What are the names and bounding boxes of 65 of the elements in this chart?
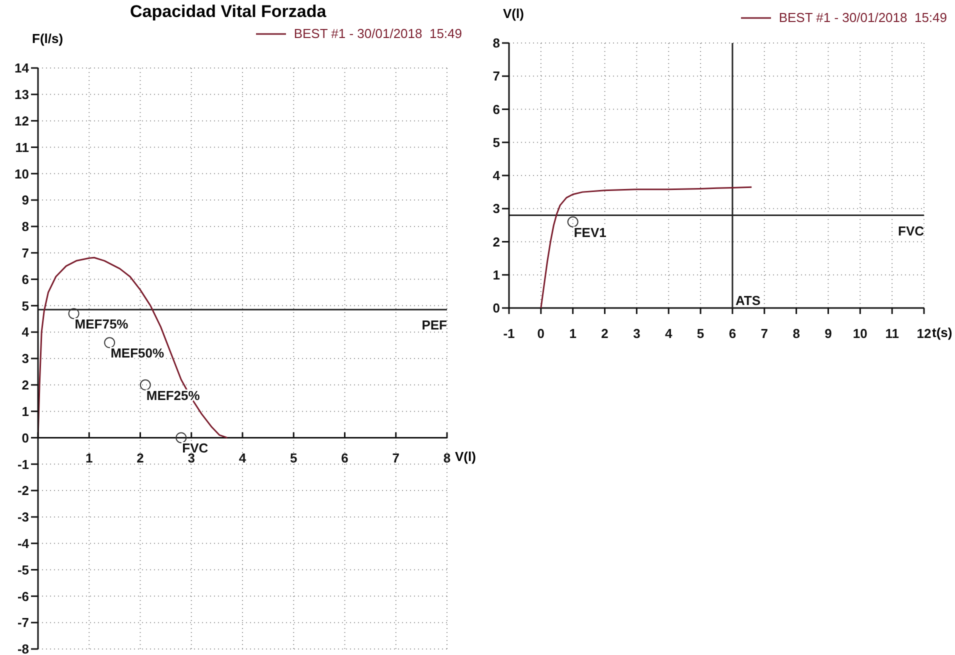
y-tick-label: 2 — [492, 234, 500, 250]
x-tick-label: 0 — [537, 326, 545, 341]
ref-line-label: FVC — [898, 223, 925, 238]
y-tick-label: -4 — [17, 536, 30, 551]
x-tick-label: 1 — [569, 326, 576, 341]
x-tick-label: 8 — [443, 450, 451, 466]
x-tick-label: 7 — [392, 450, 400, 466]
x-tick-label: 5 — [290, 450, 298, 466]
x-axis-title: V(l) — [455, 449, 476, 464]
y-tick-label: 7 — [492, 68, 500, 84]
y-tick-label: 0 — [22, 430, 29, 446]
y-tick-label: -8 — [17, 642, 29, 655]
y-tick-label: 6 — [22, 272, 29, 287]
x-tick-label: 2 — [136, 450, 144, 466]
y-tick-label: 9 — [22, 192, 29, 208]
x-tick-label: 3 — [633, 326, 640, 341]
x-tick-label: 4 — [238, 450, 247, 466]
legend-label: BEST #1 - 30/01/2018 15:49 — [294, 26, 462, 41]
x-tick-label: 8 — [792, 326, 800, 341]
chart-title: Capacidad Vital Forzada — [130, 2, 326, 22]
y-tick-label: -6 — [17, 588, 29, 604]
x-axis-title: t(s) — [932, 325, 952, 340]
y-tick-label: 10 — [14, 166, 29, 182]
y-tick-label: 1 — [492, 267, 500, 282]
y-tick-label: 7 — [22, 245, 29, 260]
annotation: FEV1 — [574, 224, 606, 240]
x-tick-label: -1 — [503, 326, 515, 341]
y-tick-label: 0 — [492, 300, 500, 316]
y-tick-label: 5 — [22, 298, 29, 314]
y-tick-label: 6 — [492, 102, 500, 117]
y-axis-title: F(l/s) — [32, 31, 64, 46]
annotation: MEF50% — [110, 346, 164, 361]
x-tick-label: 12 — [916, 326, 932, 341]
x-tick-label: 10 — [852, 326, 868, 341]
y-tick-label: 14 — [14, 60, 30, 76]
y-tick-label: -5 — [17, 562, 29, 578]
legend-label: BEST #1 - 30/01/2018 15:49 — [778, 10, 947, 25]
line-series — [38, 256, 228, 438]
y-tick-label: 2 — [22, 378, 29, 393]
y-tick-label: 3 — [492, 201, 500, 216]
x-tick-label: 7 — [760, 326, 768, 341]
y-tick-label: -7 — [17, 615, 29, 630]
y-tick-label: 4 — [492, 168, 501, 184]
y-tick-label: 12 — [14, 113, 29, 128]
y-tick-label: -3 — [17, 510, 29, 525]
x-tick-label: 5 — [696, 326, 704, 341]
ref-line-label: PEF — [422, 318, 448, 333]
x-tick-label: 6 — [728, 326, 736, 341]
x-tick-label: 9 — [824, 326, 832, 341]
y-tick-label: 3 — [22, 351, 29, 366]
y-tick-label: 5 — [492, 134, 500, 150]
x-tick-label: 6 — [341, 450, 348, 466]
annotation: MEF75% — [74, 316, 129, 332]
y-tick-label: -2 — [17, 483, 29, 498]
x-tick-label: 11 — [885, 326, 899, 341]
x-tick-label: 1 — [86, 450, 93, 466]
x-tick-label: 4 — [665, 326, 673, 341]
y-tick-label: 11 — [15, 140, 29, 155]
y-axis-title: V(l) — [503, 6, 524, 21]
y-tick-label: 13 — [14, 87, 29, 102]
y-tick-label: 8 — [22, 219, 29, 234]
y-tick-label: 8 — [492, 36, 500, 51]
x-tick-label: 2 — [601, 326, 608, 341]
y-tick-label: 1 — [22, 404, 29, 419]
ref-line-label: ATS — [735, 293, 761, 308]
